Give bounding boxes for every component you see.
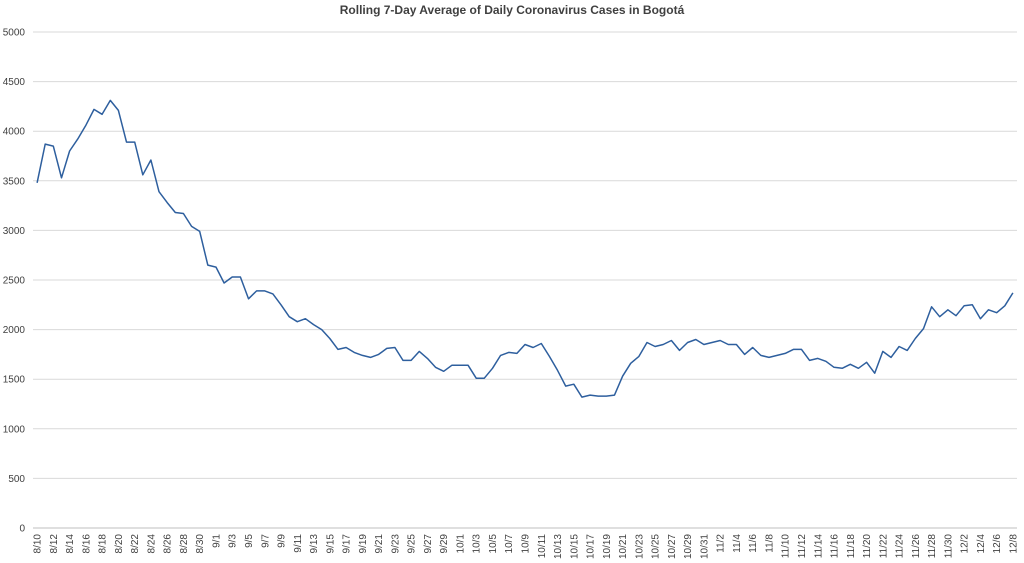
x-axis-tick-labels: 8/10 8/12 8/14 8/16 8/18 8/20 8/22 8/24 8/26 8/28… bbox=[33, 534, 1020, 559]
y-tick-label: 2000 bbox=[3, 325, 26, 336]
x-tick-label: 11/8 bbox=[764, 534, 775, 553]
x-tick-label: 10/9 bbox=[521, 534, 532, 554]
x-tick-label: 9/25 bbox=[407, 534, 418, 554]
x-tick-label: 9/29 bbox=[439, 534, 450, 554]
x-tick-label: 11/2 bbox=[716, 534, 727, 553]
x-tick-label: 8/24 bbox=[146, 534, 157, 554]
x-tick-label: 9/11 bbox=[293, 534, 304, 553]
chart-title: Rolling 7-Day Average of Daily Coronavir… bbox=[339, 3, 685, 17]
x-tick-label: 11/4 bbox=[732, 534, 743, 553]
x-tick-label: 11/6 bbox=[748, 534, 759, 553]
x-tick-label: 12/6 bbox=[992, 534, 1003, 554]
x-tick-label: 9/5 bbox=[244, 534, 255, 548]
x-tick-label: 8/28 bbox=[179, 534, 190, 554]
x-tick-label: 10/27 bbox=[667, 534, 678, 559]
x-tick-label: 9/21 bbox=[374, 534, 385, 554]
x-tick-label: 8/16 bbox=[81, 534, 92, 554]
x-tick-label: 10/19 bbox=[602, 534, 613, 559]
x-tick-label: 10/21 bbox=[618, 534, 629, 559]
x-tick-label: 9/19 bbox=[358, 534, 369, 554]
x-tick-label: 11/24 bbox=[895, 534, 906, 559]
x-tick-label: 10/3 bbox=[472, 534, 483, 554]
x-tick-label: 12/8 bbox=[1008, 534, 1019, 554]
x-tick-label: 8/14 bbox=[65, 534, 76, 554]
y-axis-tick-labels: 0 500 1000 1500 2000 2500 3000 3500 4000 4500 5000 bbox=[3, 28, 26, 535]
y-tick-label: 500 bbox=[8, 474, 25, 485]
x-tick-label: 9/23 bbox=[390, 534, 401, 554]
x-tick-label: 9/27 bbox=[423, 534, 434, 554]
x-tick-label: 8/30 bbox=[195, 534, 206, 554]
y-tick-label: 4500 bbox=[3, 77, 26, 88]
x-tick-label: 11/20 bbox=[862, 534, 873, 559]
x-tick-label: 12/2 bbox=[960, 534, 971, 554]
x-tick-label: 11/10 bbox=[781, 534, 792, 559]
y-tick-label: 0 bbox=[19, 524, 25, 535]
x-tick-label: 10/23 bbox=[634, 534, 645, 559]
x-tick-label: 11/30 bbox=[943, 534, 954, 559]
y-tick-label: 5000 bbox=[3, 28, 26, 39]
x-tick-label: 10/31 bbox=[699, 534, 710, 559]
x-tick-label: 12/4 bbox=[976, 534, 987, 554]
x-tick-label: 10/5 bbox=[488, 534, 499, 554]
x-tick-label: 8/18 bbox=[98, 534, 109, 554]
x-tick-label: 11/22 bbox=[878, 534, 889, 559]
y-tick-label: 1000 bbox=[3, 424, 26, 435]
x-tick-label: 9/7 bbox=[260, 534, 271, 548]
x-tick-label: 11/28 bbox=[927, 534, 938, 559]
x-tick-label: 8/26 bbox=[163, 534, 174, 554]
gridlines bbox=[33, 31, 1017, 479]
x-tick-label: 9/17 bbox=[342, 534, 353, 554]
x-tick-label: 11/14 bbox=[813, 534, 824, 559]
y-tick-label: 3000 bbox=[3, 226, 26, 237]
x-tick-label: 10/15 bbox=[569, 534, 580, 559]
x-tick-label: 10/17 bbox=[586, 534, 597, 559]
y-tick-label: 2500 bbox=[3, 276, 26, 287]
x-tick-label: 11/16 bbox=[830, 534, 841, 559]
x-tick-label: 9/13 bbox=[309, 534, 320, 554]
series-line-daily-cases bbox=[36, 99, 1014, 398]
x-tick-label: 9/9 bbox=[277, 534, 288, 548]
x-tick-label: 10/7 bbox=[504, 534, 515, 554]
y-tick-label: 4000 bbox=[3, 127, 26, 138]
x-tick-label: 10/1 bbox=[455, 534, 466, 554]
x-tick-label: 9/15 bbox=[325, 534, 336, 554]
x-tick-label: 11/12 bbox=[797, 534, 808, 559]
x-tick-label: 8/22 bbox=[130, 534, 141, 554]
y-tick-label: 1500 bbox=[3, 375, 26, 386]
x-tick-label: 11/26 bbox=[911, 534, 922, 559]
x-tick-label: 10/13 bbox=[553, 534, 564, 559]
x-tick-label: 10/29 bbox=[683, 534, 694, 559]
y-tick-label: 3500 bbox=[3, 176, 26, 187]
x-tick-label: 10/25 bbox=[651, 534, 662, 559]
x-tick-label: 8/12 bbox=[49, 534, 60, 554]
x-tick-label: 11/18 bbox=[846, 534, 857, 559]
x-tick-label: 8/10 bbox=[33, 534, 44, 554]
x-tick-label: 8/20 bbox=[114, 534, 125, 554]
x-tick-label: 10/11 bbox=[537, 534, 548, 559]
x-tick-label: 9/1 bbox=[211, 534, 222, 548]
x-tick-label: 9/3 bbox=[228, 534, 239, 548]
